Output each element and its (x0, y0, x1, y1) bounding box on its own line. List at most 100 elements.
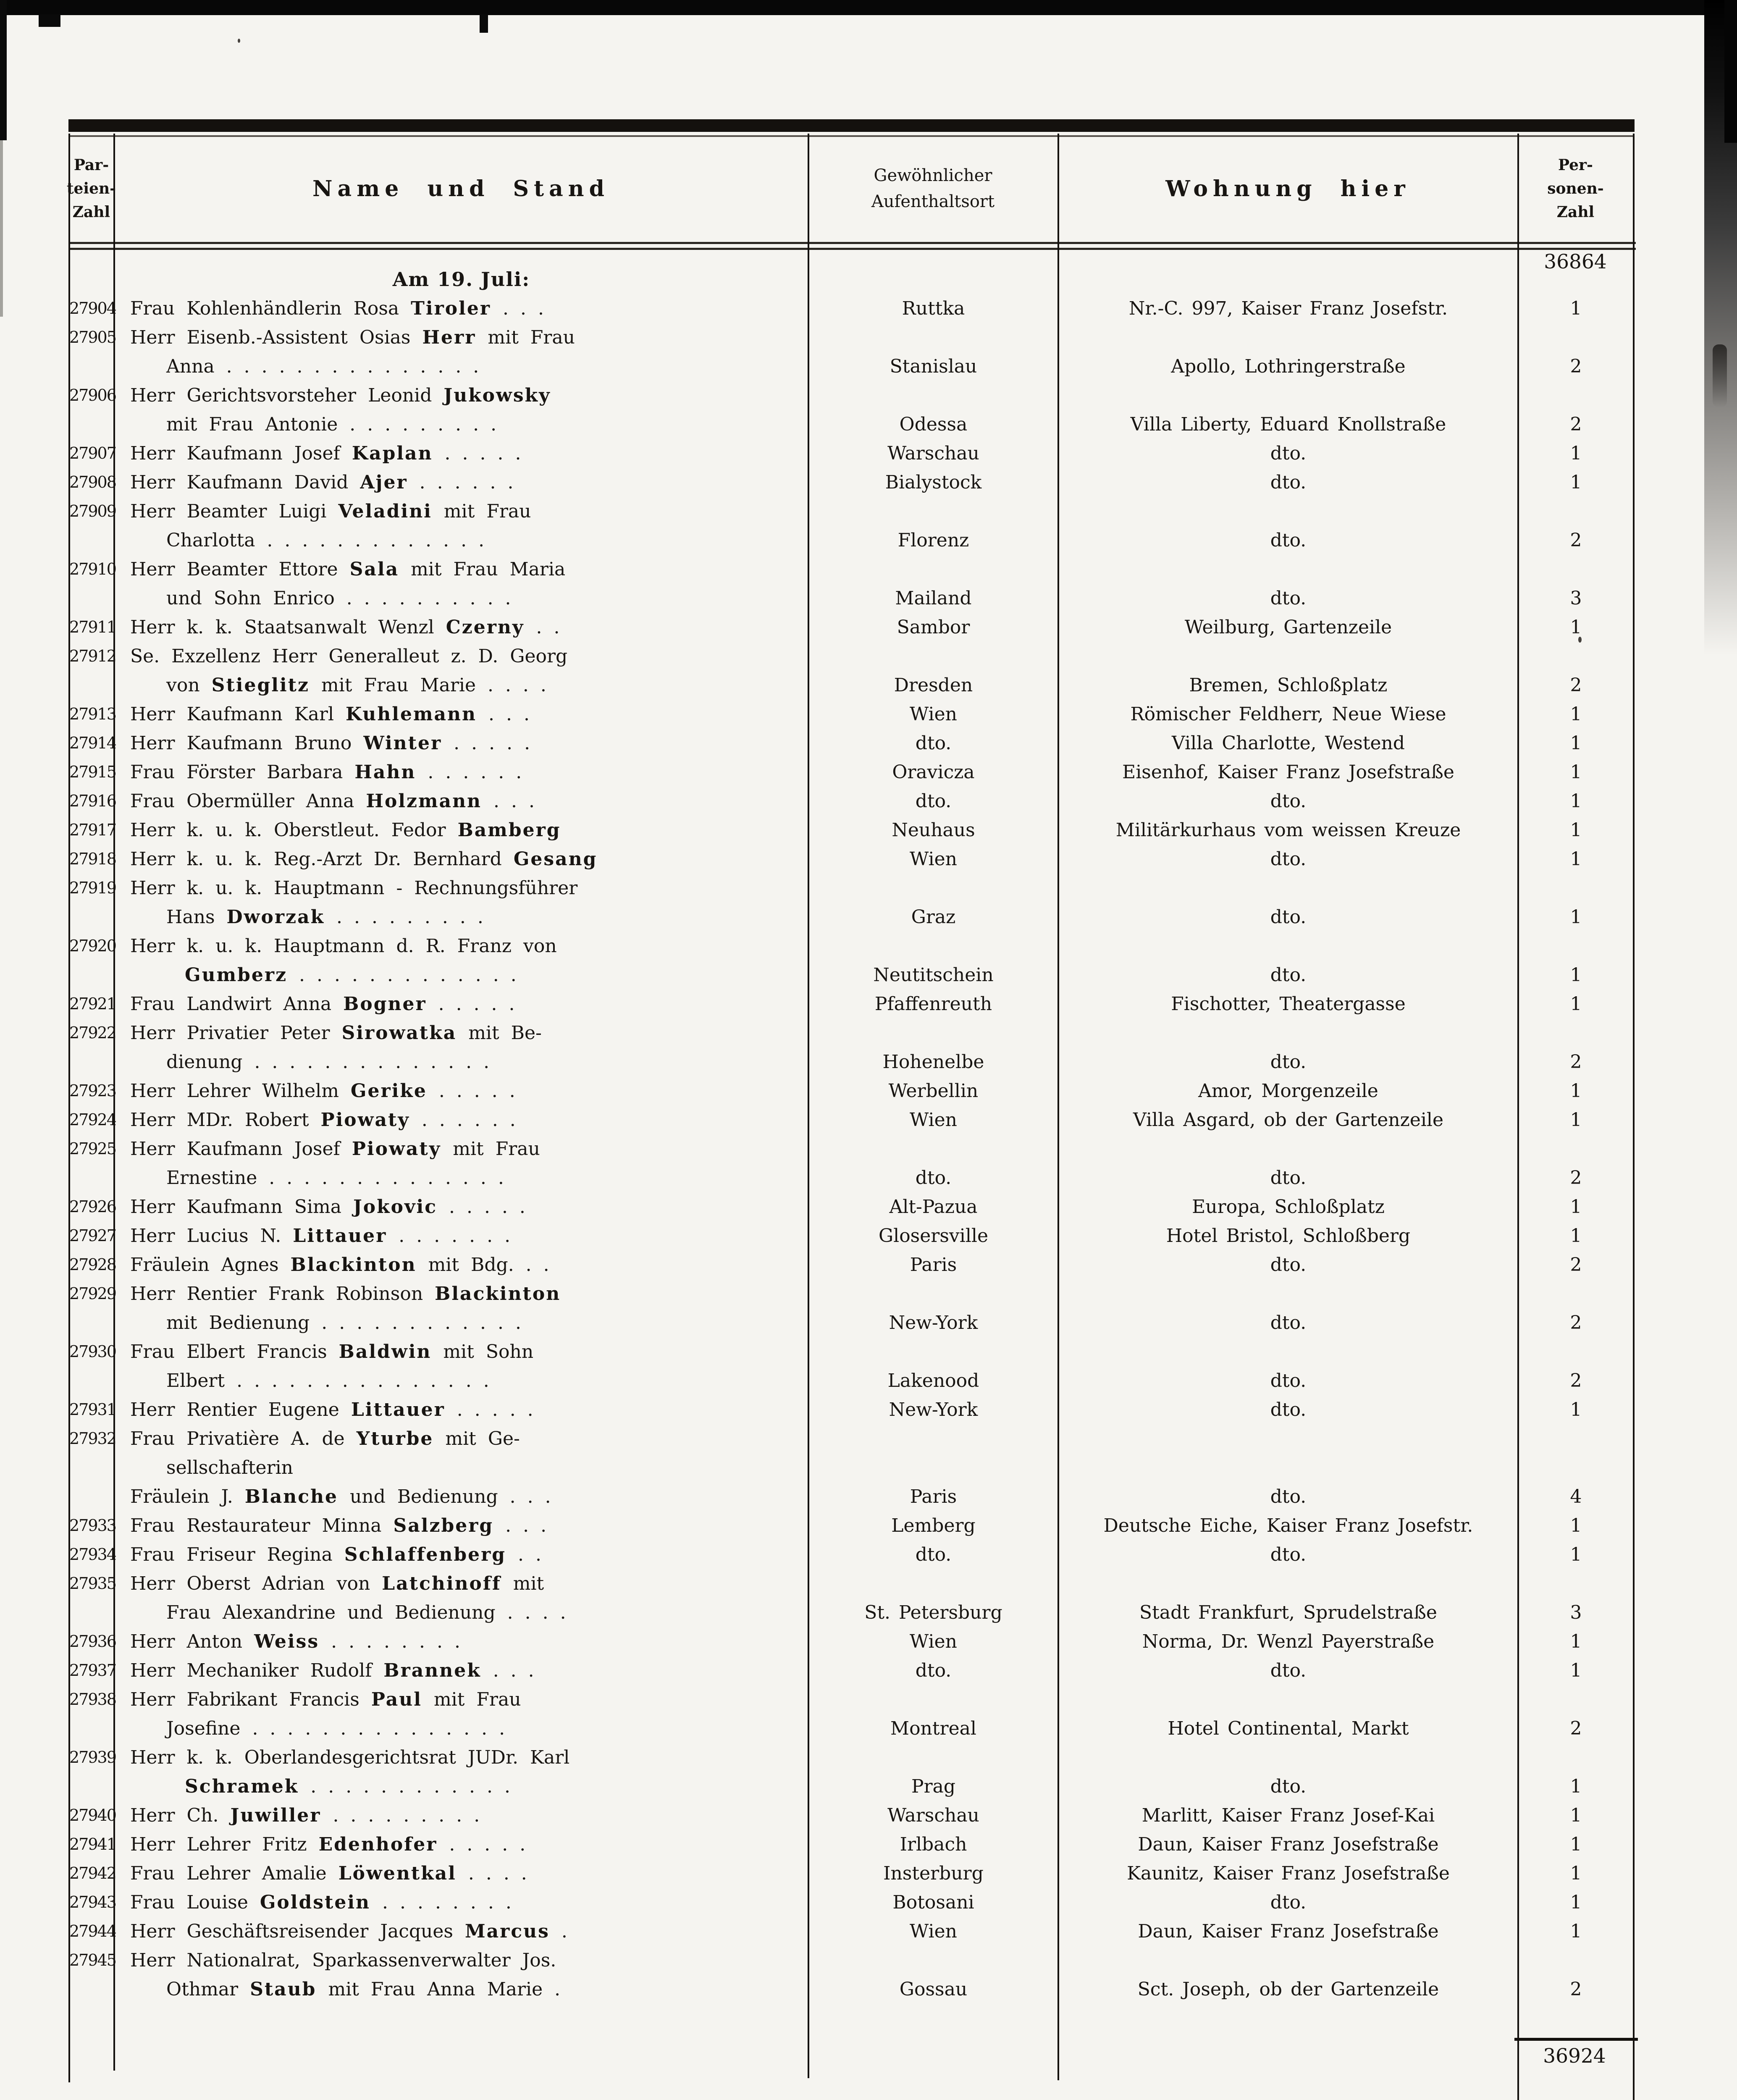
name-und-stand-cell: Herr Kaufmann Bruno Winter . . . . . (114, 729, 808, 758)
name-text: . . . . . . (416, 761, 522, 783)
personen-zahl-cell: 1 (1570, 819, 1582, 841)
column-header-wohnung-hier: Wohnung hier (1058, 136, 1517, 241)
name-und-stand-cell: Herr Kaufmann David Ajer . . . . . . (114, 468, 808, 497)
personen-zahl-cell: 1 (1570, 1544, 1582, 1565)
parteien-number: 27916 (69, 792, 117, 810)
name-text: Frau Förster Barbara (130, 761, 355, 783)
name-line: Herr Privatier Peter Sirowatka mit Be- (114, 1018, 808, 1047)
header-line: Zahl (72, 203, 110, 221)
name-und-stand-cell: Herr Privatier Peter Sirowatka mit Be-di… (114, 1018, 808, 1076)
table-row: 27932 Frau Privatière A. de Yturbe mit Ge… (69, 1424, 1634, 1511)
name-text: Hans (166, 906, 227, 928)
parteien-number: 27910 (69, 560, 117, 578)
name-und-stand-cell: Herr k. k. Staatsanwalt Wenzl Czerny . . (114, 613, 808, 642)
name-und-stand-cell: Herr Nationalrat, Sparkassenverwalter Jo… (114, 1946, 808, 2004)
name-und-stand-cell: Herr Eisenb.-Assistent Osias Herr mit Fr… (114, 323, 808, 381)
personen-zahl-cell: 1 (1570, 1399, 1582, 1420)
name-und-stand-cell: Frau Privatière A. de Yturbe mit Ge-sell… (114, 1424, 808, 1511)
table-row: 27937 Herr Mechaniker Rudolf Brannek . . … (69, 1656, 1634, 1685)
name-und-stand-cell: Herr MDr. Robert Piowaty . . . . . . (114, 1105, 808, 1134)
parteien-number: 27909 (69, 502, 117, 520)
table-border-right (1633, 134, 1635, 2100)
name-und-stand-cell: Herr Lehrer Fritz Edenhofer . . . . . (114, 1830, 808, 1859)
surname-bold: Jokovic (353, 1196, 438, 1218)
table-row: 27940 Herr Ch. Juwiller . . . . . . . . .… (69, 1801, 1634, 1830)
aufenthaltsort-cell: Paris (910, 1486, 957, 1507)
name-line: Fräulein Agnes Blackinton mit Bdg. . . (114, 1250, 808, 1279)
name-text: Se. Exzellenz Herr Generalleut z. D. Geo… (130, 646, 568, 667)
wohnung-cell: Apollo, Lothringerstraße (1171, 356, 1406, 377)
name-text: Anna . . . . . . . . . . . . . . . (166, 356, 479, 377)
table-row: 27925 Herr Kaufmann Josef Piowaty mit Fra… (69, 1134, 1634, 1192)
name-line: Herr Anton Weiss . . . . . . . . (114, 1627, 808, 1656)
name-text: Fräulein J. (130, 1486, 245, 1507)
parteien-number: 27911 (69, 618, 117, 636)
surname-bold: Holzmann (366, 790, 482, 812)
parteien-number: 27939 (69, 1748, 117, 1767)
name-text: Ernestine . . . . . . . . . . . . . . (166, 1167, 504, 1189)
aufenthaltsort-cell: Wien (910, 1109, 957, 1131)
name-text: . . . . . . . . . (325, 906, 483, 928)
aufenthaltsort-cell: Paris (910, 1254, 957, 1276)
name-text: . . . . . . . (387, 1225, 511, 1247)
parteien-number: 27932 (69, 1429, 117, 1448)
personen-zahl-cell: 1 (1570, 1660, 1582, 1681)
name-und-stand-cell: Herr Beamter Luigi Veladini mit Frau Char… (114, 497, 808, 555)
aufenthaltsort-cell: Pfaffenreuth (874, 993, 992, 1015)
personen-zahl-cell: 1 (1570, 790, 1582, 812)
name-text: mit Frau Anna Marie . (316, 1979, 561, 2000)
name-text: Herr k. u. k. Hauptmann d. R. Franz von (130, 935, 557, 957)
table-row: 27918 Herr k. u. k. Reg.-Arzt Dr. Bernhar… (69, 845, 1634, 874)
name-und-stand-cell: Frau Obermüller Anna Holzmann . . . (114, 787, 808, 816)
surname-bold: Weiss (254, 1631, 320, 1652)
parteien-number: 27940 (69, 1806, 117, 1824)
wohnung-cell: Marlitt, Kaiser Franz Josef-Kai (1141, 1805, 1435, 1826)
scan-edge-right (1724, 0, 1737, 143)
surname-bold: Latchinoff (382, 1573, 501, 1594)
name-text: . . . . . (437, 1834, 526, 1855)
surname-bold: Kaplan (352, 443, 433, 464)
surname-bold: Goldstein (260, 1892, 371, 1913)
name-line: Frau Friseur Regina Schlaffenberg . . (114, 1540, 808, 1569)
name-text: mit Frau (476, 327, 575, 348)
wohnung-cell: dto. (1270, 1486, 1307, 1507)
name-und-stand-cell: Frau Elbert Francis Baldwin mit Sohn Elbe… (114, 1337, 808, 1395)
name-line: Herr Gerichtsvorsteher Leonid Jukowsky (114, 381, 808, 410)
table-row: 27924 Herr MDr. Robert Piowaty . . . . . … (69, 1105, 1634, 1134)
personen-zahl-cell: 1 (1570, 1196, 1582, 1218)
name-text: . . . . . (442, 732, 530, 754)
name-text: Herr k. u. k. Oberstleut. Fedor (130, 819, 458, 841)
name-und-stand-cell: Herr Lehrer Wilhelm Gerike . . . . . (114, 1076, 808, 1105)
name-text: . . . . . . . . (370, 1892, 512, 1913)
name-text: mit Be- (457, 1022, 542, 1044)
parteien-number: 27934 (69, 1545, 117, 1564)
name-text: . . (506, 1544, 541, 1565)
personen-zahl-cell: 2 (1570, 1370, 1582, 1391)
header-double-rule-1 (68, 242, 1636, 244)
aufenthaltsort-cell: St. Petersburg (864, 1602, 1002, 1623)
table-row: 27904 Frau Kohlenhändlerin Rosa Tiroler .… (69, 294, 1634, 323)
wohnung-cell: dto. (1270, 1892, 1307, 1913)
name-line: von Stieglitz mit Frau Marie . . . . (114, 671, 808, 700)
name-text: mit Bedienung . . . . . . . . . . . . (166, 1312, 521, 1334)
personen-zahl-cell: 1 (1570, 1892, 1582, 1913)
wohnung-cell: Fischotter, Theatergasse (1171, 993, 1406, 1015)
wohnung-cell: Stadt Frankfurt, Sprudelstraße (1139, 1602, 1437, 1623)
scan-speck (1578, 637, 1582, 643)
surname-bold: Littauer (351, 1399, 445, 1420)
aufenthaltsort-cell: Glosersville (878, 1225, 989, 1247)
guest-rows: 27904 Frau Kohlenhändlerin Rosa Tiroler .… (69, 294, 1634, 2004)
surname-bold: Dworzak (226, 906, 325, 928)
parteien-number: 27935 (69, 1574, 117, 1593)
aufenthaltsort-cell: dto. (915, 732, 952, 754)
name-und-stand-cell: Herr Oberst Adrian von Latchinoff mit Fra… (114, 1569, 808, 1627)
surname-bold: Schlaffenberg (344, 1544, 506, 1565)
surname-bold: Marcus (464, 1921, 550, 1942)
parteien-number: 27926 (69, 1197, 117, 1216)
name-und-stand-cell: Frau Friseur Regina Schlaffenberg . . (114, 1540, 808, 1569)
personen-zahl-cell: 1 (1570, 906, 1582, 928)
wohnung-cell: Daun, Kaiser Franz Josefstraße (1138, 1921, 1439, 1942)
column-line-aufenthalt (1057, 134, 1059, 2080)
name-text: Elbert . . . . . . . . . . . . . . . (166, 1370, 489, 1391)
